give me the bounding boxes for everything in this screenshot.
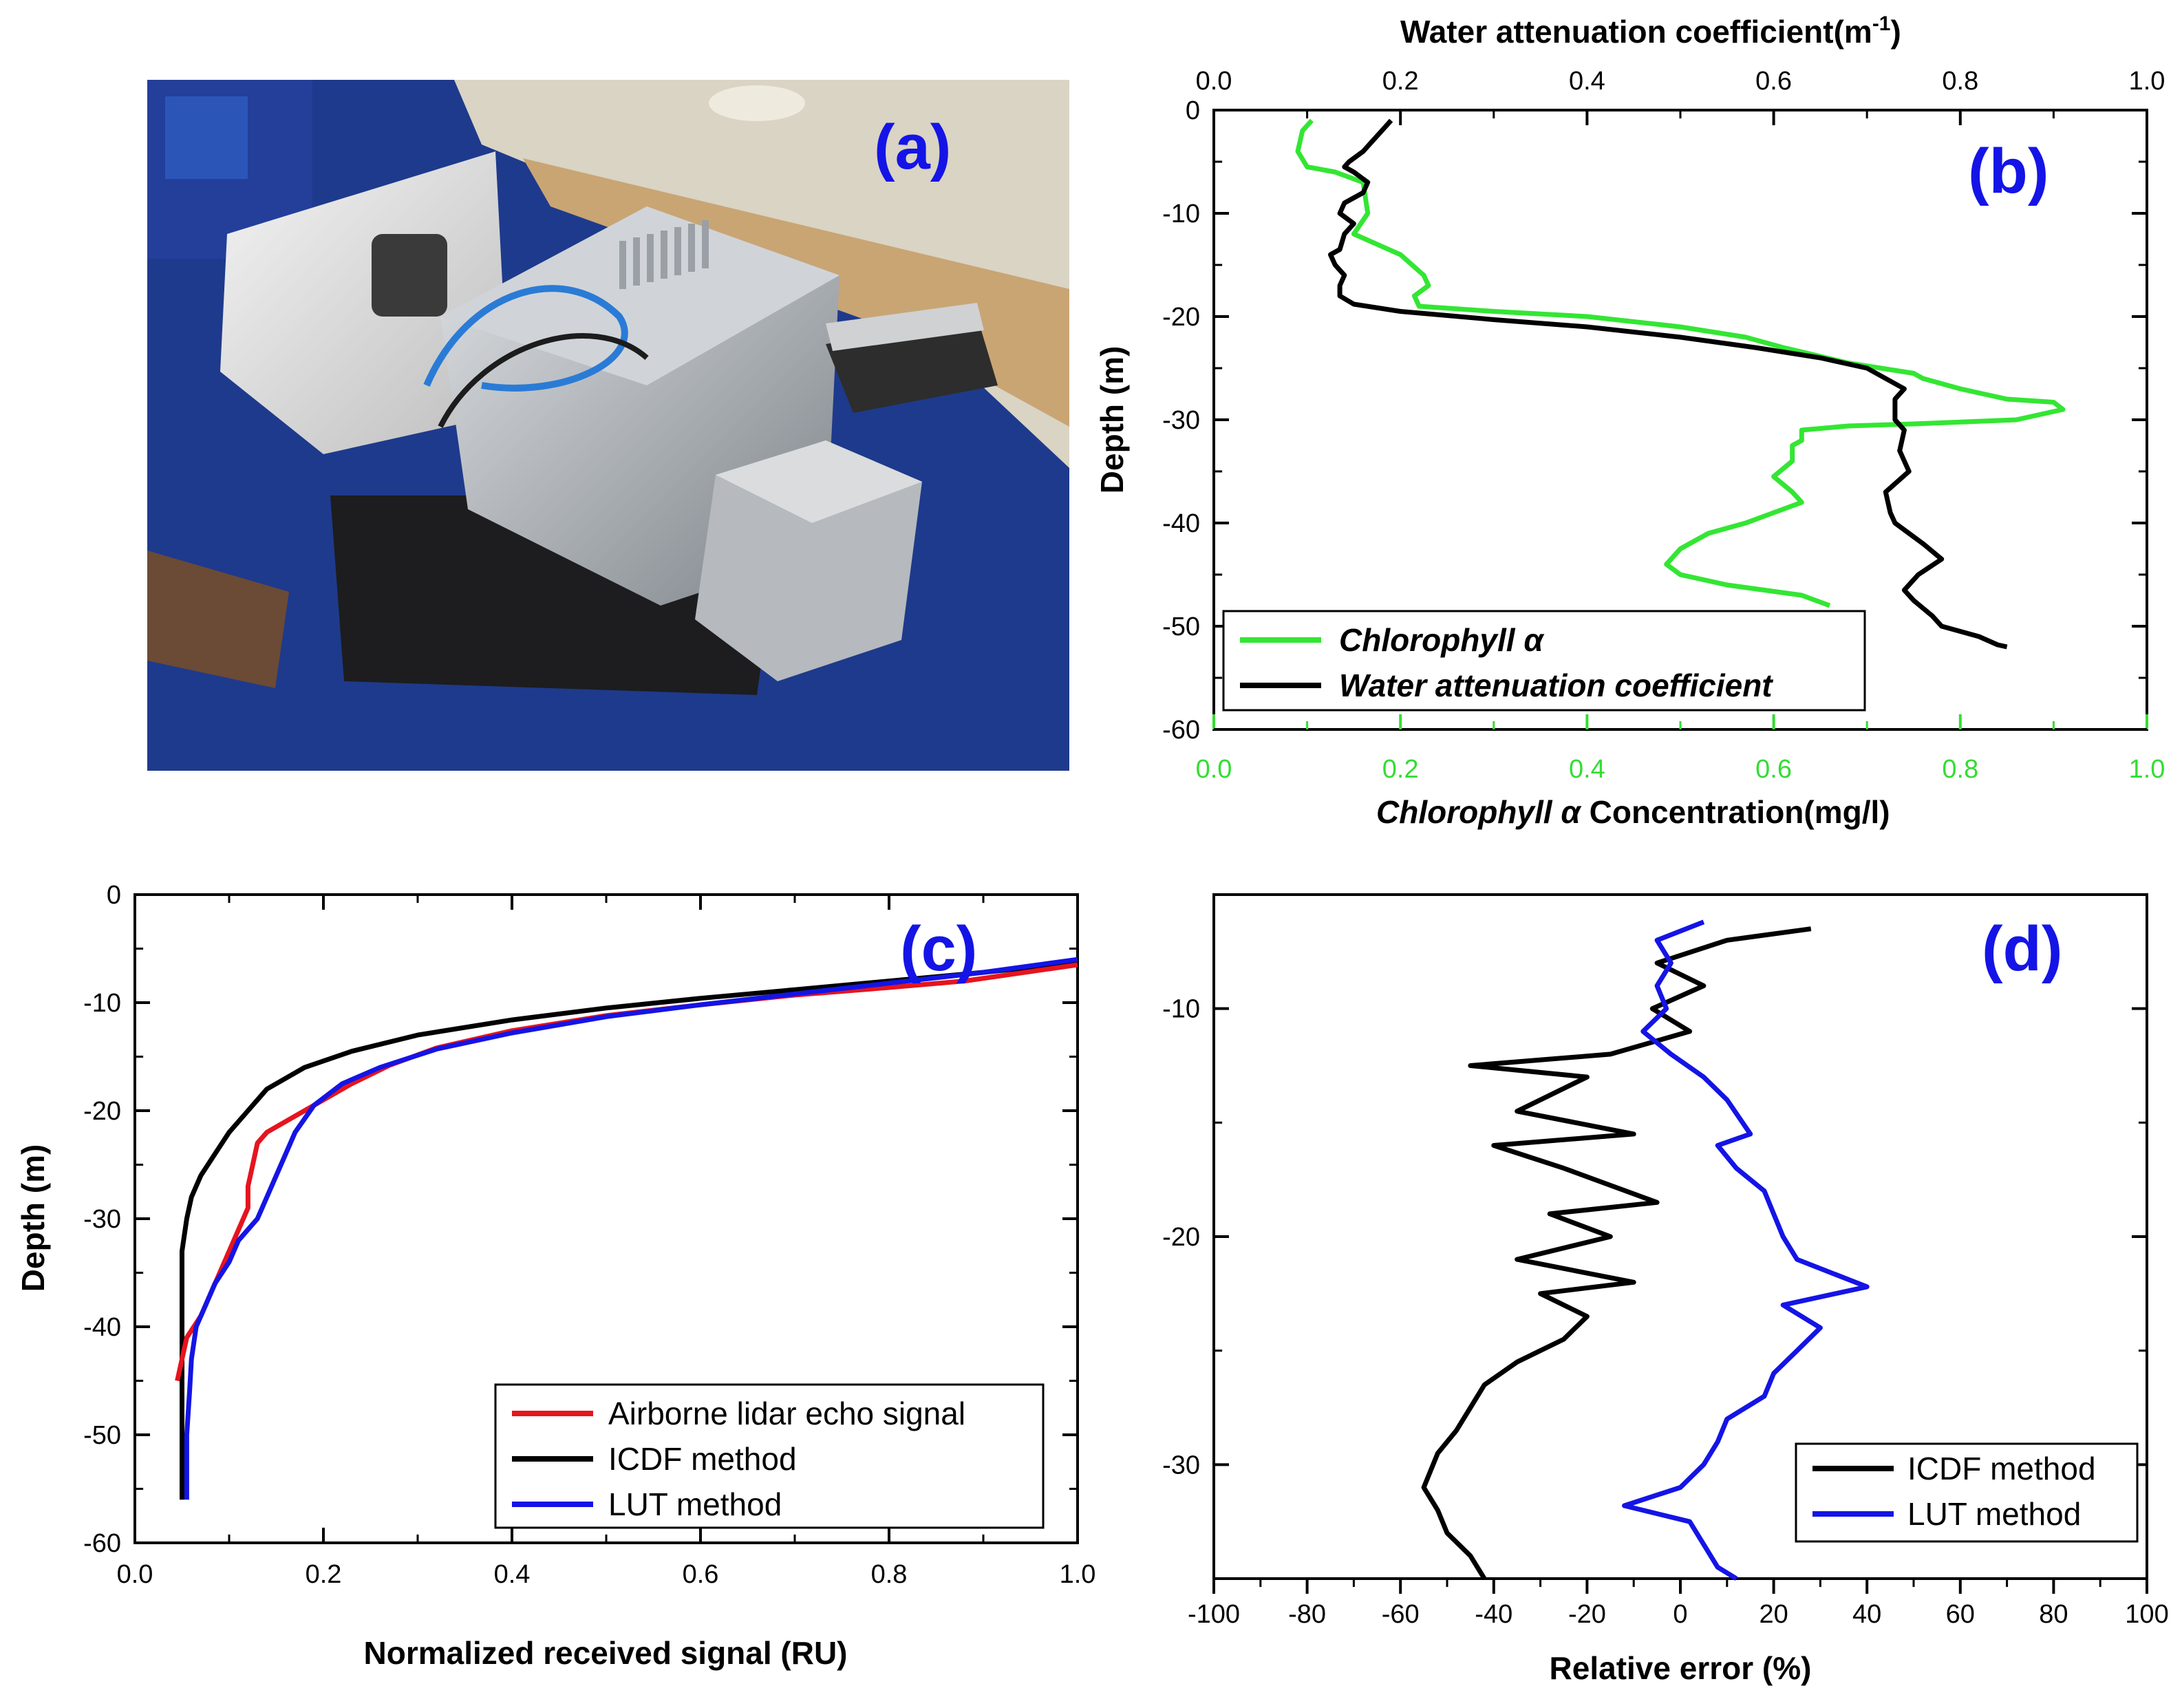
- panel-c-top-axis: [133, 895, 1079, 910]
- panel-d-x-tick-label: -80: [1288, 1600, 1326, 1629]
- panel-c-x-tick-label: 1.0: [1060, 1560, 1096, 1589]
- panel-c-series: [175, 957, 1078, 1500]
- series-line-attenuation: [1328, 118, 2008, 650]
- panel-b-top-tick-label: 0.8: [1942, 67, 1978, 96]
- panel-b-left-tick-label: -20: [1162, 303, 1200, 332]
- legend-label-icdf-c: ICDF method: [608, 1441, 797, 1477]
- panel-c-x-tick-label: 0.8: [871, 1560, 908, 1589]
- panel-d-x-tick-label: 60: [1946, 1600, 1975, 1629]
- panel-b-bottom-tick-label: 0.4: [1569, 755, 1605, 784]
- panel-d-x-tick-label: -20: [1568, 1600, 1606, 1629]
- panel-b-bottom-axis-title: Chlorophyll α Concentration(mg/l): [1376, 794, 1890, 830]
- panel-b-legend-box: [1222, 610, 1866, 712]
- panel-d-x-tick-label: -60: [1382, 1600, 1420, 1629]
- panel-b-bottom-tick-label: 0.2: [1382, 755, 1419, 784]
- panel-b-left-tick-label: -10: [1162, 200, 1200, 228]
- panel-b-bottom-tick-label: 0.8: [1942, 755, 1978, 784]
- panel-b-left-tick-label: -50: [1162, 612, 1200, 641]
- panel-b-top-tick-label: 0.4: [1569, 67, 1605, 96]
- panel-d-x-axis-title: Relative error (%): [1550, 1650, 1812, 1686]
- panel-b-right-axis: [2132, 109, 2147, 731]
- panel-c-x-tick-label: 0.6: [683, 1560, 719, 1589]
- panel-c-y-tick-label: -40: [83, 1313, 121, 1342]
- panel-a: (a): [147, 80, 1069, 771]
- legend-label-chlorophyll: Chlorophyll α: [1339, 622, 1545, 658]
- panel-b-label: (b): [1968, 136, 2049, 206]
- panel-d-y-tick-label: -20: [1162, 1223, 1200, 1252]
- panel-b-y-axis-title: Depth (m): [1094, 346, 1130, 494]
- panel-b-top-tick-label: 1.0: [2129, 67, 2165, 96]
- legend-label-lut-c: LUT method: [608, 1486, 782, 1522]
- panel-b-series: [1295, 118, 2066, 650]
- series-line-icdf-error: [1421, 926, 1812, 1580]
- panel-b-top-tick-label: 0.6: [1755, 67, 1792, 96]
- series-line-icdf: [180, 960, 1078, 1500]
- panel-d-legend-box: [1795, 1442, 2139, 1543]
- series-line-lut-error: [1622, 919, 1870, 1581]
- airborne-lidar-equipment-photo: [147, 80, 1069, 771]
- panel-a-label: (a): [874, 112, 951, 182]
- panel-d-legend: ICDF method LUT method: [1795, 1442, 2139, 1543]
- panel-b-top-tick-label: 0.0: [1196, 67, 1232, 96]
- series-line-lut: [184, 957, 1078, 1500]
- panel-b-bottom-tick-label: 1.0: [2129, 755, 2165, 784]
- panel-c-y-tick-label: -20: [83, 1097, 121, 1126]
- legend-label-icdf-d: ICDF method: [1907, 1451, 2096, 1486]
- panel-c-y-axis: 0 -10 -20 -30 -40 -50 -60: [83, 881, 150, 1558]
- panel-c-y-tick-label: -30: [83, 1205, 121, 1234]
- legend-label-lut-d: LUT method: [1907, 1496, 2081, 1532]
- series-line-chlorophyll: [1295, 118, 2066, 608]
- legend-label-echo: Airborne lidar echo signal: [608, 1396, 965, 1431]
- panel-c-y-tick-label: -50: [83, 1421, 121, 1450]
- panel-d-x-tick-label: 80: [2039, 1600, 2068, 1629]
- panel-c-legend: Airborne lidar echo signal ICDF method L…: [494, 1383, 1045, 1529]
- panel-d-x-tick-label: 0: [1673, 1600, 1687, 1629]
- panel-d-x-tick-label: -100: [1188, 1600, 1240, 1629]
- panel-b-left-tick-label: 0: [1186, 96, 1200, 125]
- panel-d-y-axis: -10 -20 -30: [1162, 893, 1229, 1580]
- panel-b-bottom-tick-label: 0.0: [1196, 755, 1232, 784]
- panel-b-legend: Chlorophyll α Water attenuation coeffici…: [1222, 610, 1866, 712]
- panel-c-right-axis: [1062, 893, 1078, 1544]
- panel-c-x-tick-label: 0.0: [117, 1560, 153, 1589]
- panel-c-x-tick-label: 0.4: [494, 1560, 531, 1589]
- panel-c-y-tick-label: -10: [83, 989, 121, 1018]
- panel-d-y-tick-label: -10: [1162, 995, 1200, 1024]
- panel-b-bottom-tick-label: 0.6: [1755, 755, 1792, 784]
- panel-d-label: (d): [1982, 914, 2062, 984]
- panel-d-series: [1421, 919, 1870, 1581]
- panel-d-x-tick-label: -40: [1475, 1600, 1512, 1629]
- panel-b: 0.0 0.2 0.4 0.6 0.8 1.0 0.0 0.2 0.4 0.6 0.8 1.0 0 -…: [1094, 12, 2165, 830]
- panel-b-top-axis: 0.0 0.2 0.4 0.6 0.8 1.0: [1196, 67, 2165, 125]
- panel-d: -100 -80 -60 -40 -20 0 20 40 60 80 100 -10 -20 -30 R…: [1162, 893, 2169, 1686]
- panel-c-x-axis: 0.0 0.2 0.4 0.6 0.8 1.0: [117, 1528, 1096, 1589]
- legend-label-attenuation: Water attenuation coefficient: [1339, 668, 1773, 703]
- panel-c-x-tick-label: 0.2: [306, 1560, 342, 1589]
- panel-c-y-axis-title: Depth (m): [15, 1144, 51, 1292]
- panel-b-bottom-axis: 0.0 0.2 0.4 0.6 0.8 1.0: [1196, 714, 2165, 784]
- panel-c-x-axis-title: Normalized received signal (RU): [364, 1635, 848, 1671]
- panel-b-left-tick-label: -60: [1162, 716, 1200, 745]
- series-line-echo: [175, 962, 1078, 1382]
- panel-d-x-tick-label: 100: [2125, 1600, 2168, 1629]
- panel-d-y-tick-label: -30: [1162, 1451, 1200, 1480]
- panel-d-x-axis: -100 -80 -60 -40 -20 0 20 40 60 80 100: [1188, 1579, 2169, 1629]
- panel-c-y-tick-label: -60: [83, 1529, 121, 1558]
- panel-b-top-axis-title: Water attenuation coefficient(m-1): [1400, 12, 1901, 50]
- panel-b-left-tick-label: -40: [1162, 509, 1200, 538]
- panel-b-left-axis: 0 -10 -20 -30 -40 -50 -60: [1162, 96, 1229, 745]
- panel-d-x-tick-label: 40: [1852, 1600, 1881, 1629]
- panel-c-y-tick-label: 0: [107, 881, 121, 910]
- panel-c: 0.0 0.2 0.4 0.6 0.8 1.0 0 -10 -20 -30 -40 -50 -60 N…: [15, 881, 1095, 1671]
- panel-d-x-tick-label: 20: [1759, 1600, 1788, 1629]
- panel-b-top-tick-label: 0.2: [1382, 67, 1419, 96]
- panel-c-label: (c): [900, 914, 977, 984]
- panel-b-left-tick-label: -30: [1162, 406, 1200, 435]
